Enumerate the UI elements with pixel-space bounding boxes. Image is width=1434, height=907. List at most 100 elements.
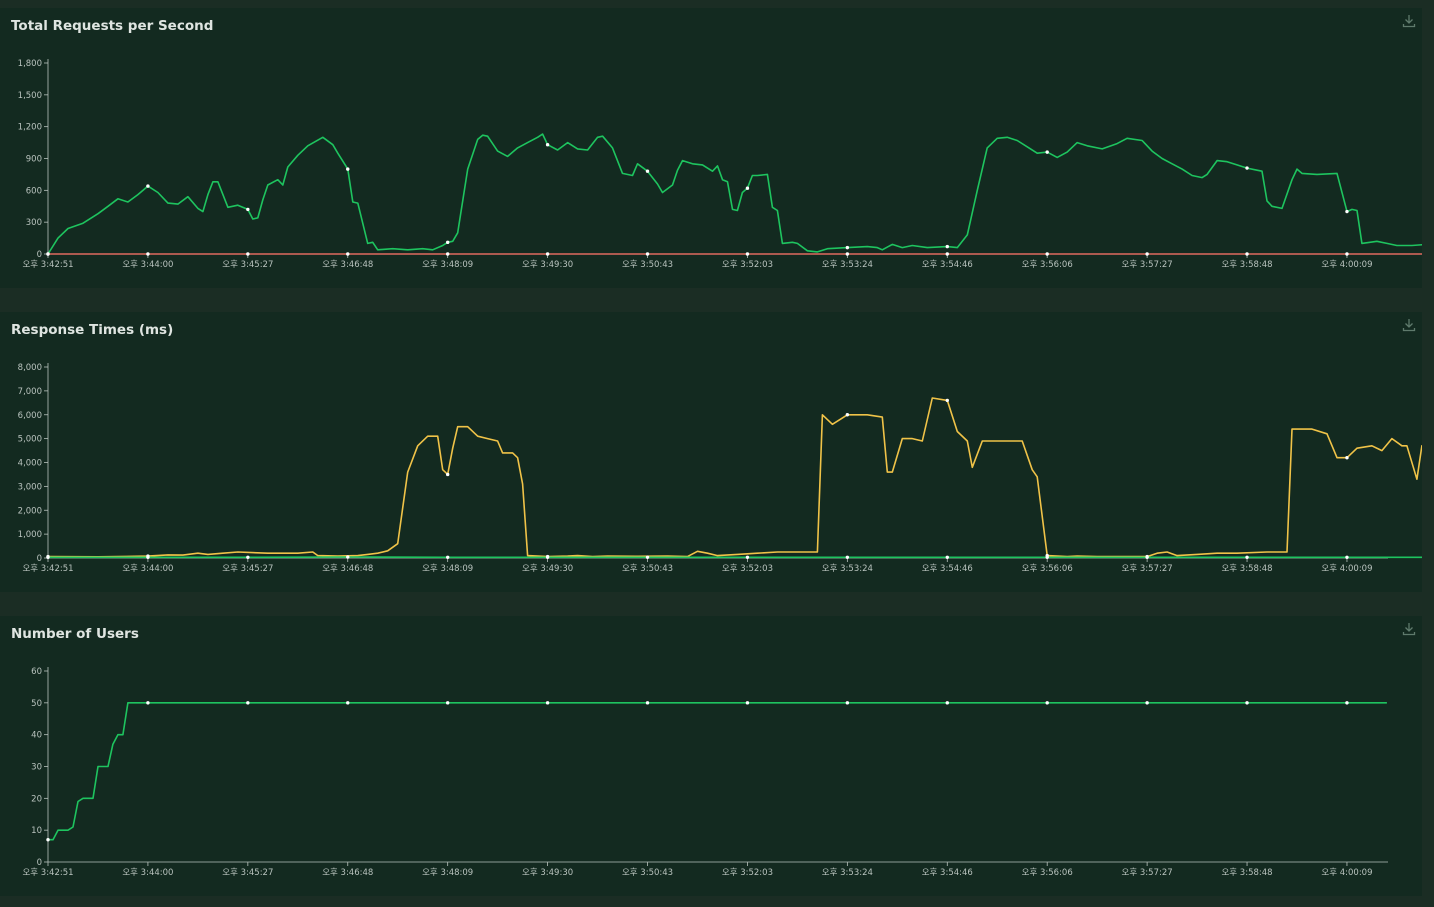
data-point [246, 207, 250, 212]
x-tick-label: 오후 4:00:09 [1321, 564, 1372, 574]
download-icon[interactable] [1402, 14, 1416, 28]
data-point [845, 413, 850, 417]
data-point [1245, 701, 1249, 705]
x-tick-label: 오후 3:48:09 [422, 564, 473, 574]
data-point [445, 701, 450, 705]
y-tick-label: 30 [31, 763, 42, 773]
x-tick-label: 오후 3:45:27 [222, 260, 273, 270]
data-point [945, 555, 949, 559]
data-point [745, 701, 750, 705]
y-tick-label: 6,000 [18, 411, 42, 421]
data-point [46, 838, 50, 842]
y-tick-label: 600 [26, 186, 42, 196]
x-tick-label: 오후 3:46:48 [322, 260, 373, 270]
data-point [1345, 555, 1349, 559]
data-point [445, 472, 450, 477]
chart-panel-requests: Total Requests per Second 0 300 600 900 1,20… [0, 8, 1422, 288]
x-tick-label: 오후 3:57:27 [1122, 868, 1173, 878]
data-point [745, 252, 750, 256]
x-tick-label: 오후 3:48:09 [422, 868, 473, 878]
x-tick-label: 오후 3:53:24 [822, 564, 873, 574]
data-point [445, 240, 450, 245]
x-tick-label: 오후 3:52:03 [722, 868, 773, 878]
x-tick-label: 오후 3:56:06 [1022, 564, 1073, 574]
data-point [1345, 209, 1349, 214]
x-tick-label: 오후 3:57:27 [1122, 564, 1173, 574]
data-point [346, 252, 350, 256]
data-point [545, 701, 550, 705]
x-tick-label: 오후 3:53:24 [822, 260, 873, 270]
data-point [745, 555, 750, 559]
x-tick-label: 오후 3:46:48 [322, 868, 373, 878]
chart-title: Response Times (ms) [11, 322, 174, 338]
chart-title: Number of Users [11, 626, 139, 642]
data-point [1145, 252, 1149, 256]
data-point [645, 252, 650, 256]
data-point [645, 701, 650, 705]
data-point [845, 555, 850, 559]
y-tick-label: 2,000 [18, 506, 42, 516]
x-tick-label: 오후 3:52:03 [722, 260, 773, 270]
y-tick-label: 1,200 [18, 123, 42, 133]
series-line [47, 133, 1422, 255]
data-point [1245, 166, 1249, 170]
y-tick-label: 0 [37, 250, 42, 260]
x-tick-label: 오후 3:57:27 [1122, 260, 1173, 270]
data-point [1245, 555, 1249, 559]
x-tick-label: 오후 4:00:09 [1321, 868, 1372, 878]
data-point [645, 169, 650, 173]
data-point [945, 701, 949, 705]
x-tick-label: 오후 3:49:30 [522, 564, 573, 574]
data-point [1145, 555, 1149, 559]
y-tick-label: 7,000 [18, 387, 42, 397]
data-point [945, 244, 949, 249]
x-tick-label: 오후 3:48:09 [422, 260, 473, 270]
users-chart: 0 10 20 30 40 50 60 오후 3:42:51 오후 3:44:00 오후 3:45… [22, 667, 1388, 878]
x-tick-label: 오후 3:54:46 [922, 868, 973, 878]
x-tick-label: 오후 3:58:48 [1221, 868, 1272, 878]
download-icon[interactable] [1402, 318, 1416, 332]
data-point [1245, 252, 1249, 256]
data-point [1045, 555, 1049, 559]
response-times-chart: 0 1,000 2,000 3,000 4,000 5,000 6,000 7,000 8,00… [18, 363, 1422, 574]
x-tick-label: 오후 3:44:00 [122, 868, 173, 878]
data-point [645, 555, 650, 559]
data-point [1345, 252, 1349, 256]
data-point [445, 555, 450, 559]
series-line [48, 253, 1422, 255]
y-tick-label: 8,000 [18, 363, 42, 373]
y-tick-label: 5,000 [18, 435, 42, 445]
x-tick-label: 오후 3:42:51 [22, 564, 73, 574]
data-point [1345, 701, 1349, 705]
chart-panel-users: Number of Users 0 10 20 30 40 50 60 오후 3:42:51 오… [0, 616, 1422, 896]
data-point [346, 555, 350, 559]
x-tick-label: 오후 3:42:51 [22, 260, 73, 270]
x-tick-label: 오후 3:42:51 [22, 868, 73, 878]
x-tick-label: 오후 3:56:06 [1022, 260, 1073, 270]
data-point [246, 555, 250, 559]
data-point [346, 167, 350, 171]
data-point [346, 701, 350, 705]
x-tick-label: 오후 3:45:27 [222, 868, 273, 878]
x-tick-label: 오후 3:49:30 [522, 260, 573, 270]
y-tick-label: 0 [37, 858, 42, 868]
x-tick-label: 오후 3:46:48 [322, 564, 373, 574]
data-point [146, 701, 150, 705]
y-tick-label: 60 [31, 667, 42, 677]
data-point [945, 252, 949, 256]
data-point [545, 143, 550, 147]
data-point [1045, 150, 1049, 154]
y-tick-label: 10 [31, 826, 42, 836]
x-tick-label: 오후 3:44:00 [122, 564, 173, 574]
y-tick-label: 1,800 [18, 59, 42, 69]
y-tick-label: 900 [26, 155, 42, 165]
x-tick-label: 오후 3:45:27 [222, 564, 273, 574]
y-tick-label: 20 [31, 794, 42, 804]
chart-panel-response-times: Response Times (ms) 0 1,000 2,000 3,000 4,00… [0, 312, 1422, 592]
data-point [845, 701, 850, 705]
data-point [246, 252, 250, 256]
data-point [545, 555, 550, 559]
y-tick-label: 300 [26, 218, 42, 228]
x-tick-label: 오후 3:50:43 [622, 868, 673, 878]
download-icon[interactable] [1402, 622, 1416, 636]
